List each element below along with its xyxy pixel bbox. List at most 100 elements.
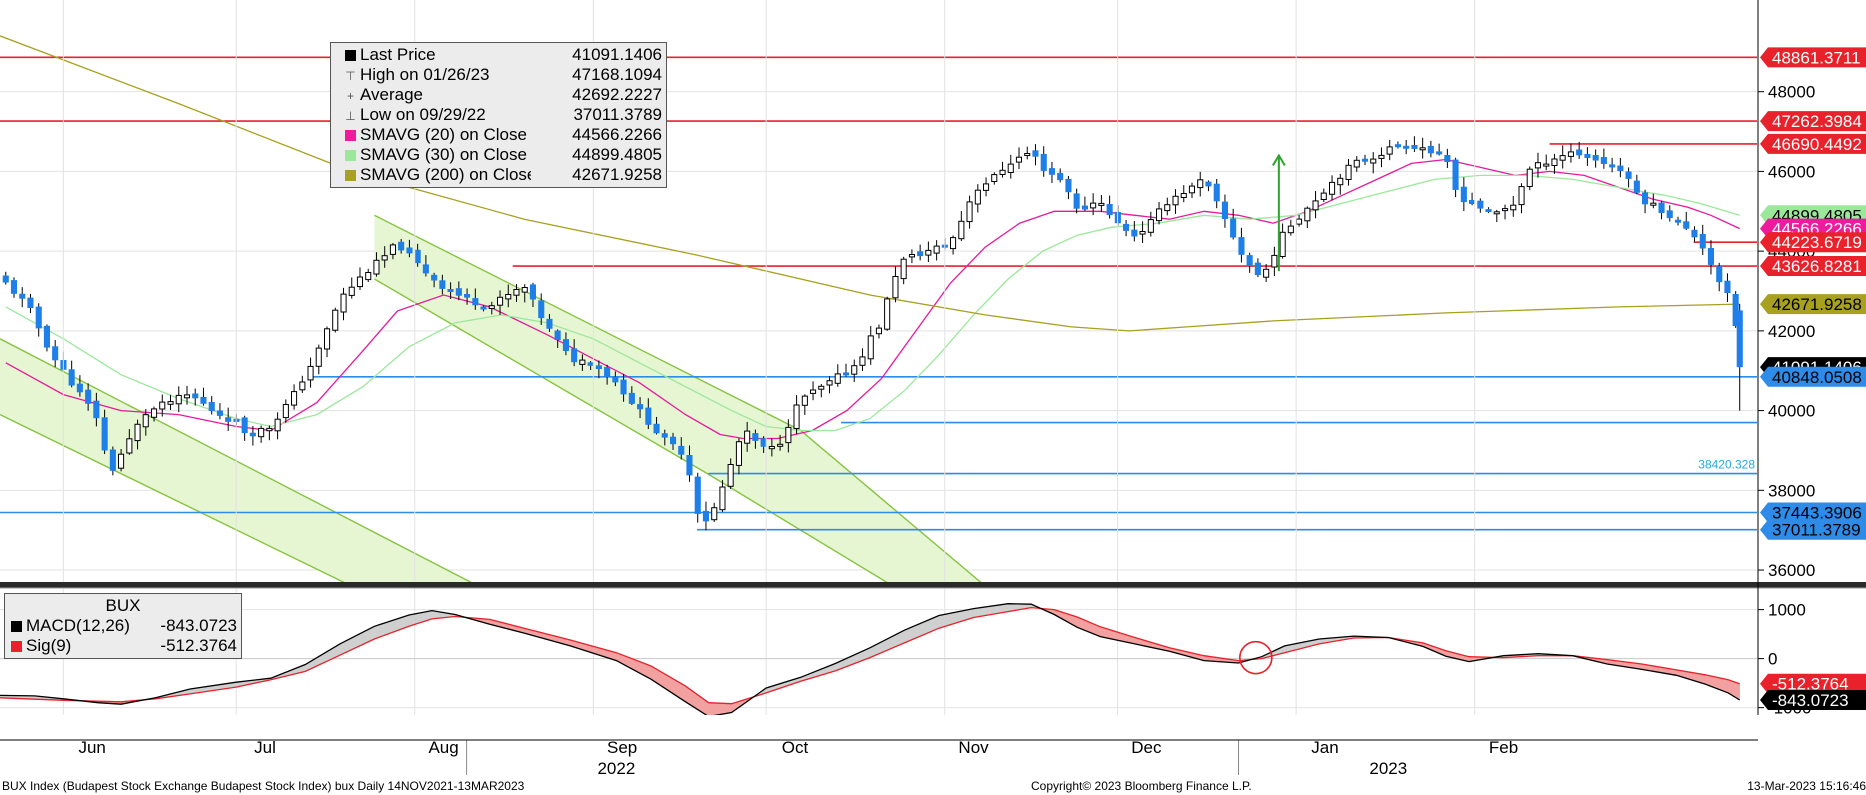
macd-histogram-fill	[670, 677, 675, 695]
candle-body	[183, 394, 190, 399]
macd-histogram-fill	[1010, 603, 1015, 612]
macd-histogram-fill	[391, 619, 395, 633]
low-marker-icon: ⊥	[345, 109, 356, 123]
legend-entry-high: ⊤ High on 01/26/23 47168.1094	[335, 65, 662, 85]
legend-entry-average: + Average 42692.2227	[335, 85, 662, 105]
month-label: Sep	[607, 738, 637, 757]
candle-body	[571, 348, 578, 363]
candle-body	[1477, 200, 1484, 209]
candle-body	[702, 510, 710, 522]
panel-divider	[0, 582, 1866, 588]
price-value-tag: 44223.6719	[1760, 232, 1866, 253]
value-tag-label: 42671.9258	[1772, 295, 1862, 314]
legend-value: 44899.4805	[572, 145, 662, 164]
macd-histogram-fill	[359, 631, 364, 647]
candle-body	[464, 294, 471, 298]
macd-histogram-fill	[930, 617, 934, 633]
candle-body	[1263, 268, 1270, 278]
candle-body	[1386, 146, 1393, 155]
macd-histogram-fill	[956, 611, 960, 624]
macd-histogram-fill	[371, 625, 375, 641]
candle-body	[1106, 204, 1113, 216]
value-tag-bg	[1760, 256, 1866, 277]
candle-body	[826, 380, 833, 386]
value-tag-bg	[1760, 366, 1866, 387]
candle-body	[843, 372, 850, 376]
candle-body	[579, 359, 586, 365]
legend-value: 42692.2227	[572, 85, 662, 104]
macd-histogram-fill	[1719, 677, 1723, 692]
candle-body	[126, 438, 133, 454]
candle-body	[1197, 179, 1204, 189]
candle-body	[1057, 172, 1064, 181]
price-value-tag: 37443.3906	[1760, 502, 1866, 523]
candle-body	[752, 433, 759, 441]
value-tag-label: 48861.3711	[1772, 48, 1861, 67]
candle-body	[1736, 310, 1743, 368]
candle-body	[612, 376, 619, 383]
candle-body	[225, 417, 232, 422]
candle-body	[1279, 231, 1286, 258]
y-tick-label: 38000	[1768, 481, 1815, 500]
crossover-circle	[1239, 640, 1273, 675]
candle-body	[933, 245, 940, 254]
macd-histogram-fill	[382, 622, 387, 637]
macd-histogram-fill	[947, 612, 951, 626]
month-label: Nov	[958, 738, 989, 757]
candle-body	[2, 275, 9, 283]
candle-body	[991, 174, 998, 183]
macd-histogram-fill	[1007, 603, 1012, 612]
candle-body	[1007, 163, 1014, 174]
macd-legend: BUX MACD(12,26) -843.0723 Sig(9) -512.37…	[4, 593, 242, 659]
candle-body	[1090, 202, 1097, 209]
macd-histogram-fill	[388, 620, 392, 634]
candle-body	[875, 327, 883, 335]
macd-tick-label: 1000	[1768, 601, 1806, 620]
macd-histogram-fill	[685, 685, 689, 704]
macd-histogram-fill	[987, 605, 992, 616]
price-value-tag: 42671.9258	[1760, 294, 1866, 315]
macd-histogram-fill	[403, 615, 407, 629]
macd-histogram-fill	[918, 622, 922, 638]
candle-body	[93, 400, 100, 419]
macd-histogram-fill	[411, 613, 415, 626]
candle-body	[604, 367, 611, 377]
candle-body	[1551, 158, 1558, 166]
value-tag-label: 43626.8281	[1772, 257, 1862, 276]
candle-body	[892, 276, 899, 299]
macd-histogram-fill	[1736, 682, 1740, 701]
candle-body	[1543, 163, 1550, 167]
candle-body	[900, 258, 907, 280]
legend-label: MACD(12,26)	[26, 616, 130, 635]
macd-histogram-fill	[377, 624, 381, 639]
macd-histogram-fill	[708, 702, 712, 715]
macd-histogram-fill	[420, 612, 424, 623]
price-plot-area	[0, 35, 1757, 582]
price-value-tag: 47262.3984	[1760, 111, 1866, 132]
macd-histogram-fill	[1733, 681, 1738, 699]
candle-body	[1246, 255, 1253, 267]
candle-body	[1691, 229, 1698, 238]
candle-body	[1024, 153, 1031, 156]
candle-body	[1584, 154, 1591, 158]
candle-body	[348, 286, 355, 296]
legend-label: Last Price	[360, 45, 436, 64]
value-tag-label: 37443.3906	[1772, 504, 1862, 523]
candle-body	[1320, 192, 1327, 201]
candle-body	[76, 383, 83, 393]
candle-body	[340, 293, 347, 313]
candle-body	[974, 189, 981, 205]
candle-body	[1205, 181, 1212, 187]
macd-histogram-fill	[719, 703, 724, 715]
macd-line	[0, 603, 1741, 715]
candle-body	[1254, 262, 1261, 276]
candle-body	[1370, 158, 1377, 164]
candle-body	[208, 402, 215, 411]
candle-body	[1131, 229, 1138, 237]
value-tag-bg	[1760, 47, 1866, 68]
candle-body	[983, 183, 990, 191]
candle-body	[1493, 211, 1500, 215]
candle-body	[1353, 159, 1360, 168]
legend-label: High on 01/26/23	[360, 65, 490, 84]
high-marker-icon: ⊤	[345, 69, 356, 83]
